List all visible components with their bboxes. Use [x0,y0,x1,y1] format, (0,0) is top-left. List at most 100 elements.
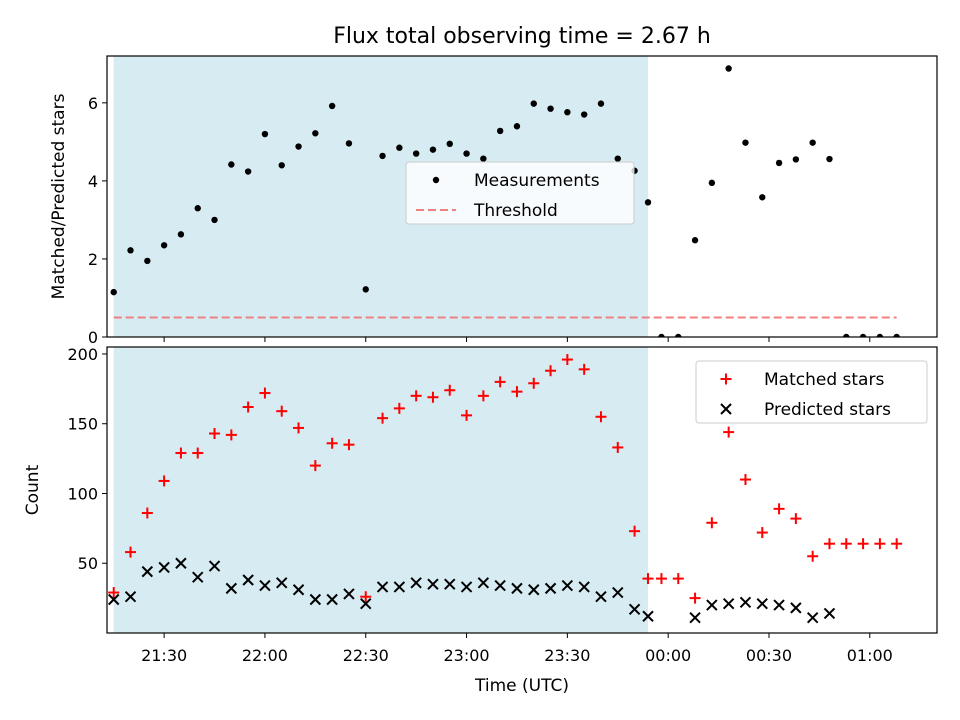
predicted-star-point [343,588,355,600]
matched-star-point [672,573,684,585]
predicted-star-point [706,599,718,611]
measurement-point [513,123,521,130]
matched-star-point [545,365,557,377]
matched-star-point [706,517,718,529]
measurement-point [177,231,185,238]
measurement-point [859,333,867,337]
legend-item: Measurements [432,171,600,191]
matched-star-point [293,422,305,434]
measurement-point [110,288,117,296]
legend-marker [720,403,732,415]
matched-star-point [528,377,540,389]
x-tick-label: 21:30 [141,646,187,665]
matched-star-point [108,587,120,599]
x-tick-label: 22:30 [343,646,389,665]
predicted-star-point [477,577,490,589]
legend-box [695,360,928,424]
matched-star-point [790,513,802,525]
predicted-star-point [444,578,456,590]
predicted-star-point [427,578,439,590]
predicted-star-point [292,584,305,596]
measurement-point [446,140,453,148]
measurement-point [547,105,554,112]
matched-star-point [360,591,372,603]
predicted-star-point [612,586,624,599]
measurement-point [564,109,571,116]
matched-star-point [461,409,473,421]
predicted-star-point [158,561,170,574]
y-tick-label: 100 [67,484,98,503]
predicted-star-point [528,584,540,596]
predicted-star-point [823,607,836,620]
measurement-point [826,155,833,163]
measurement-point [792,156,800,163]
measurement-point [759,194,766,201]
matched-star-point [823,538,835,550]
predicted-star-point [108,593,120,606]
legend-label: Threshold [473,201,558,221]
matched-star-point [259,387,271,399]
predicted-star-point [722,597,735,610]
matched-star-point [477,390,489,402]
plot-area [110,65,900,337]
matched-star-point [807,550,819,562]
matched-star-point [612,441,624,453]
y-tick-label: 6 [88,94,98,113]
predicted-star-point [276,577,288,589]
matched-star-point [427,391,439,403]
legend: Measurements Threshold [405,161,635,225]
matched-star-point [773,503,785,515]
matched-star-point [242,401,254,413]
y-tick-label: 50 [78,554,98,573]
predicted-star-point [141,565,154,578]
measurement-point [675,333,682,337]
measurement-point [160,242,168,249]
observing-interval-shade [113,347,649,633]
matched-star-point [175,447,187,459]
predicted-star-point [242,574,254,586]
measurement-point [211,216,218,224]
measurement-point [725,65,732,72]
matched-star-point [276,405,288,417]
matched-star-point [494,376,506,388]
measurement-point [429,146,437,153]
measurement-point [530,100,537,107]
matched-star-point [158,475,170,487]
predicted-star-point [806,611,819,624]
measurement-point [228,161,235,168]
predicted-star-point [689,611,701,624]
legend-box [405,161,635,225]
matched-star-point [343,439,355,451]
measurement-point [244,168,252,175]
measurement-point [261,130,269,138]
y-axis-label: Count [23,464,43,515]
plot-area [108,354,903,624]
predicted-star-point [578,581,590,593]
matched-star-point [209,427,221,439]
y-tick-label: 150 [67,415,98,434]
chart-title: Flux total observing time = 2.67 h [333,24,711,49]
predicted-star-point [410,577,422,589]
measurement-point [362,286,369,293]
predicted-star-point [376,581,389,593]
legend-marker [432,176,440,184]
axes-frame [106,55,938,338]
measurement-point [194,205,201,212]
measurement-point [580,111,588,118]
measurement-point [295,143,302,150]
matched-star-point [326,437,338,449]
x-axis-label: Time (UTC) [474,676,569,696]
predicted-star-point [259,579,271,592]
matched-star-point [756,527,768,539]
measurement-point [843,333,850,337]
predicted-star-point [393,581,406,593]
measurement-point [412,150,420,157]
matched-star-point [595,411,607,423]
measurement-point [876,333,884,337]
measurement-point [480,155,487,162]
predicted-star-point [124,591,137,603]
predicted-star-point [739,596,752,609]
y-axis-label: Matched/Predicted stars [49,93,69,299]
y-tick-label: 200 [67,345,98,364]
